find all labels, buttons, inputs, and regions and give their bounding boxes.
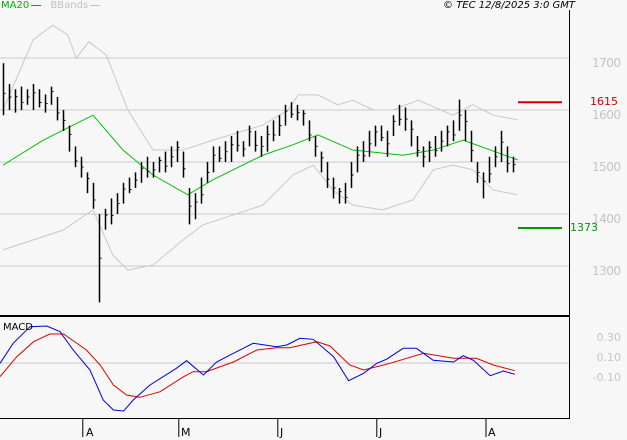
price-label: 1700 — [592, 56, 621, 70]
macd-axis-label: -0.10 — [592, 371, 621, 384]
month-label: J — [379, 426, 383, 439]
support-label: 1373 — [570, 221, 598, 234]
price-label: 1300 — [592, 264, 621, 278]
legend-ma20-label: MA20 — [1, 0, 30, 11]
month-label: A — [488, 426, 496, 439]
macd-signal-line — [0, 333, 515, 398]
legend: MA20 BBands — [1, 0, 101, 12]
bband-lower-line — [2, 164, 518, 271]
macd-axis-label: 0.10 — [596, 351, 622, 364]
macd-line — [0, 325, 515, 412]
macd-axis-label: 0.30 — [596, 331, 622, 344]
legend-bbands-swatch — [90, 4, 101, 6]
ma20-line — [2, 114, 518, 196]
month-label: J — [280, 426, 284, 439]
resistance-label: 1615 — [590, 95, 618, 108]
legend-ma20: MA20 — [1, 0, 42, 12]
price-label: 1400 — [592, 212, 621, 226]
legend-ma20-swatch — [31, 4, 42, 6]
month-label: M — [181, 426, 191, 439]
legend-bbands-label: BBands — [50, 0, 89, 11]
legend-bbands: BBands — [50, 0, 101, 12]
price-label: 1500 — [592, 160, 621, 174]
copyright: © TEC 12/8/2025 3:0 GMT — [443, 0, 575, 11]
bband-upper-line — [2, 24, 518, 151]
price-label: 1600 — [592, 108, 621, 122]
month-label: A — [86, 426, 94, 439]
macd-title: MACD — [3, 322, 33, 333]
